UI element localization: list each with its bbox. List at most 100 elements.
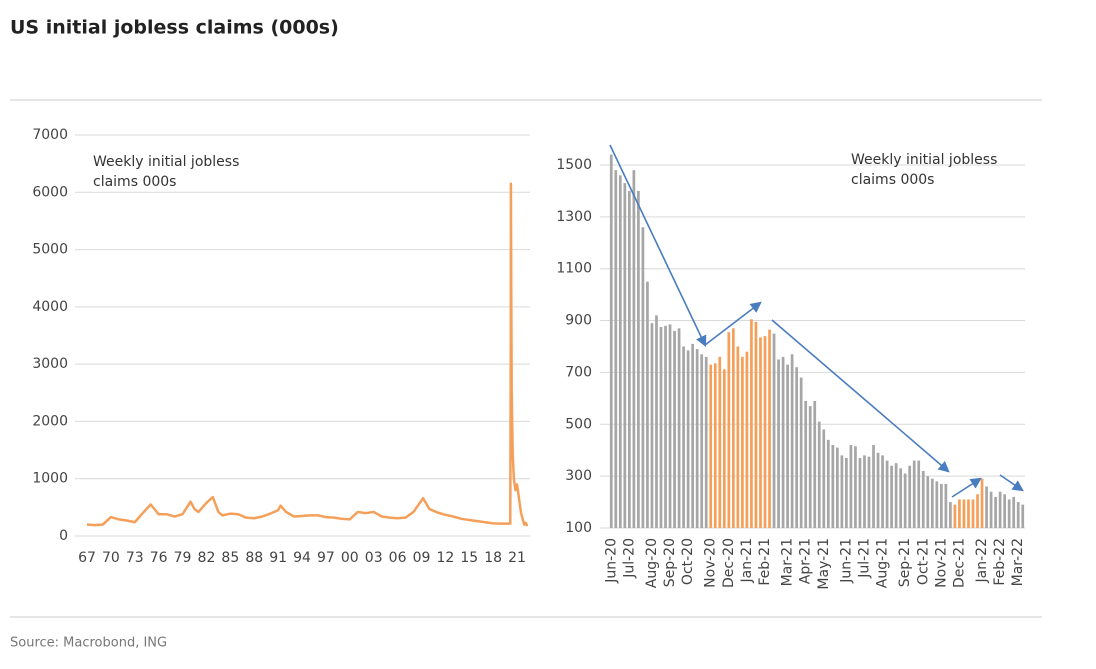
- right-chart: 100 300 500 700 900 1100 1300 1500 Weekly initia…: [556, 152, 1026, 590]
- bar: [876, 452, 880, 528]
- x-tick-label: 70: [102, 550, 120, 566]
- bar: [623, 183, 627, 528]
- bar: [781, 356, 785, 528]
- bar: [659, 327, 663, 528]
- bar: [618, 175, 622, 528]
- bar: [872, 445, 875, 528]
- bar: [921, 470, 925, 528]
- x-tick-label: Nov-21: [933, 538, 949, 588]
- bar: [650, 323, 654, 528]
- x-tick-label: Feb-22: [992, 538, 1008, 586]
- bar: [646, 281, 649, 528]
- bar: [754, 321, 758, 528]
- x-tick-label: May-21: [816, 538, 832, 590]
- bar: [1003, 494, 1007, 528]
- y-tick-label: 300: [565, 468, 592, 484]
- y-tick-label: 4000: [32, 299, 68, 315]
- bar: [858, 457, 862, 528]
- bar: [722, 369, 726, 528]
- bar: [700, 354, 704, 528]
- annotation: claims 000s: [851, 172, 934, 188]
- annotation: Weekly initial jobless: [851, 152, 997, 168]
- title: US initial jobless claims (000s): [10, 17, 339, 39]
- y-tick-label: 3000: [32, 356, 68, 372]
- bar: [845, 457, 848, 528]
- x-tick-label: Oct-20: [680, 538, 696, 585]
- bar: [691, 343, 695, 528]
- x-tick-label: Dec-21: [951, 538, 967, 588]
- bar: [885, 460, 889, 528]
- bar: [835, 447, 839, 528]
- bar: [831, 445, 835, 528]
- bar: [863, 455, 866, 528]
- y-tick-label: 900: [565, 313, 592, 329]
- bar: [985, 486, 988, 528]
- bar: [741, 356, 744, 528]
- bar: [930, 478, 934, 528]
- bar: [777, 359, 780, 528]
- bar: [949, 502, 952, 528]
- x-tick-label: 09: [413, 550, 431, 566]
- bar: [745, 351, 749, 528]
- x-tick-label: 00: [341, 550, 359, 566]
- arrow: [704, 301, 762, 346]
- x-tick-label: Aug-20: [644, 538, 660, 588]
- bar: [881, 455, 884, 528]
- bar: [718, 356, 722, 528]
- bar: [750, 319, 753, 528]
- x-tick-label: Jul-21: [856, 538, 872, 579]
- bar: [799, 377, 803, 528]
- bar: [808, 406, 812, 528]
- bar: [958, 499, 961, 528]
- x-tick-label: 79: [174, 550, 192, 566]
- bar: [763, 336, 767, 528]
- bar: [768, 329, 771, 528]
- bar: [817, 421, 821, 528]
- bar: [890, 465, 893, 528]
- bar: [826, 439, 830, 528]
- bar: [840, 455, 844, 528]
- bar: [677, 328, 681, 528]
- bar: [731, 328, 735, 528]
- bar: [727, 332, 731, 528]
- arrow: [951, 477, 982, 498]
- bar: [614, 170, 618, 528]
- annotation: Weekly initial jobless: [93, 154, 239, 170]
- bar: [944, 483, 948, 528]
- x-tick-label: Nov-20: [703, 538, 719, 588]
- bar: [686, 350, 690, 528]
- x-tick-label: Sep-20: [662, 538, 678, 587]
- y-tick-label: 1000: [32, 471, 68, 487]
- x-tick-label: 67: [78, 550, 96, 566]
- x-tick-label: 12: [436, 550, 454, 566]
- bar: [795, 367, 799, 528]
- x-tick-label: 88: [245, 550, 263, 566]
- x-tick-label: Oct-21: [915, 538, 931, 585]
- x-tick-label: 91: [269, 550, 287, 566]
- bar: [759, 337, 762, 528]
- bar: [971, 499, 975, 528]
- bar: [908, 465, 912, 528]
- annotation: claims 000s: [93, 174, 176, 190]
- y-tick-label: 700: [565, 364, 592, 380]
- x-tick-label: 76: [150, 550, 168, 566]
- bar: [664, 325, 667, 528]
- y-tick-label: 500: [565, 416, 592, 432]
- x-tick-label: Jun-20: [603, 538, 619, 584]
- y-tick-label: 100: [565, 520, 592, 536]
- bar: [641, 227, 645, 528]
- x-tick-label: 03: [365, 550, 383, 566]
- bar: [813, 400, 817, 528]
- y-tick-label: 5000: [32, 242, 68, 258]
- arrow: [771, 319, 950, 473]
- bar: [822, 429, 826, 528]
- line-series: [86, 182, 529, 527]
- bar: [704, 356, 708, 528]
- arrow: [609, 144, 707, 348]
- x-tick-label: Jan-21: [739, 538, 755, 583]
- y-tick-label: 1300: [556, 209, 592, 225]
- bar: [668, 324, 672, 528]
- bar: [673, 330, 676, 528]
- x-tick-label: Sep-21: [897, 538, 913, 587]
